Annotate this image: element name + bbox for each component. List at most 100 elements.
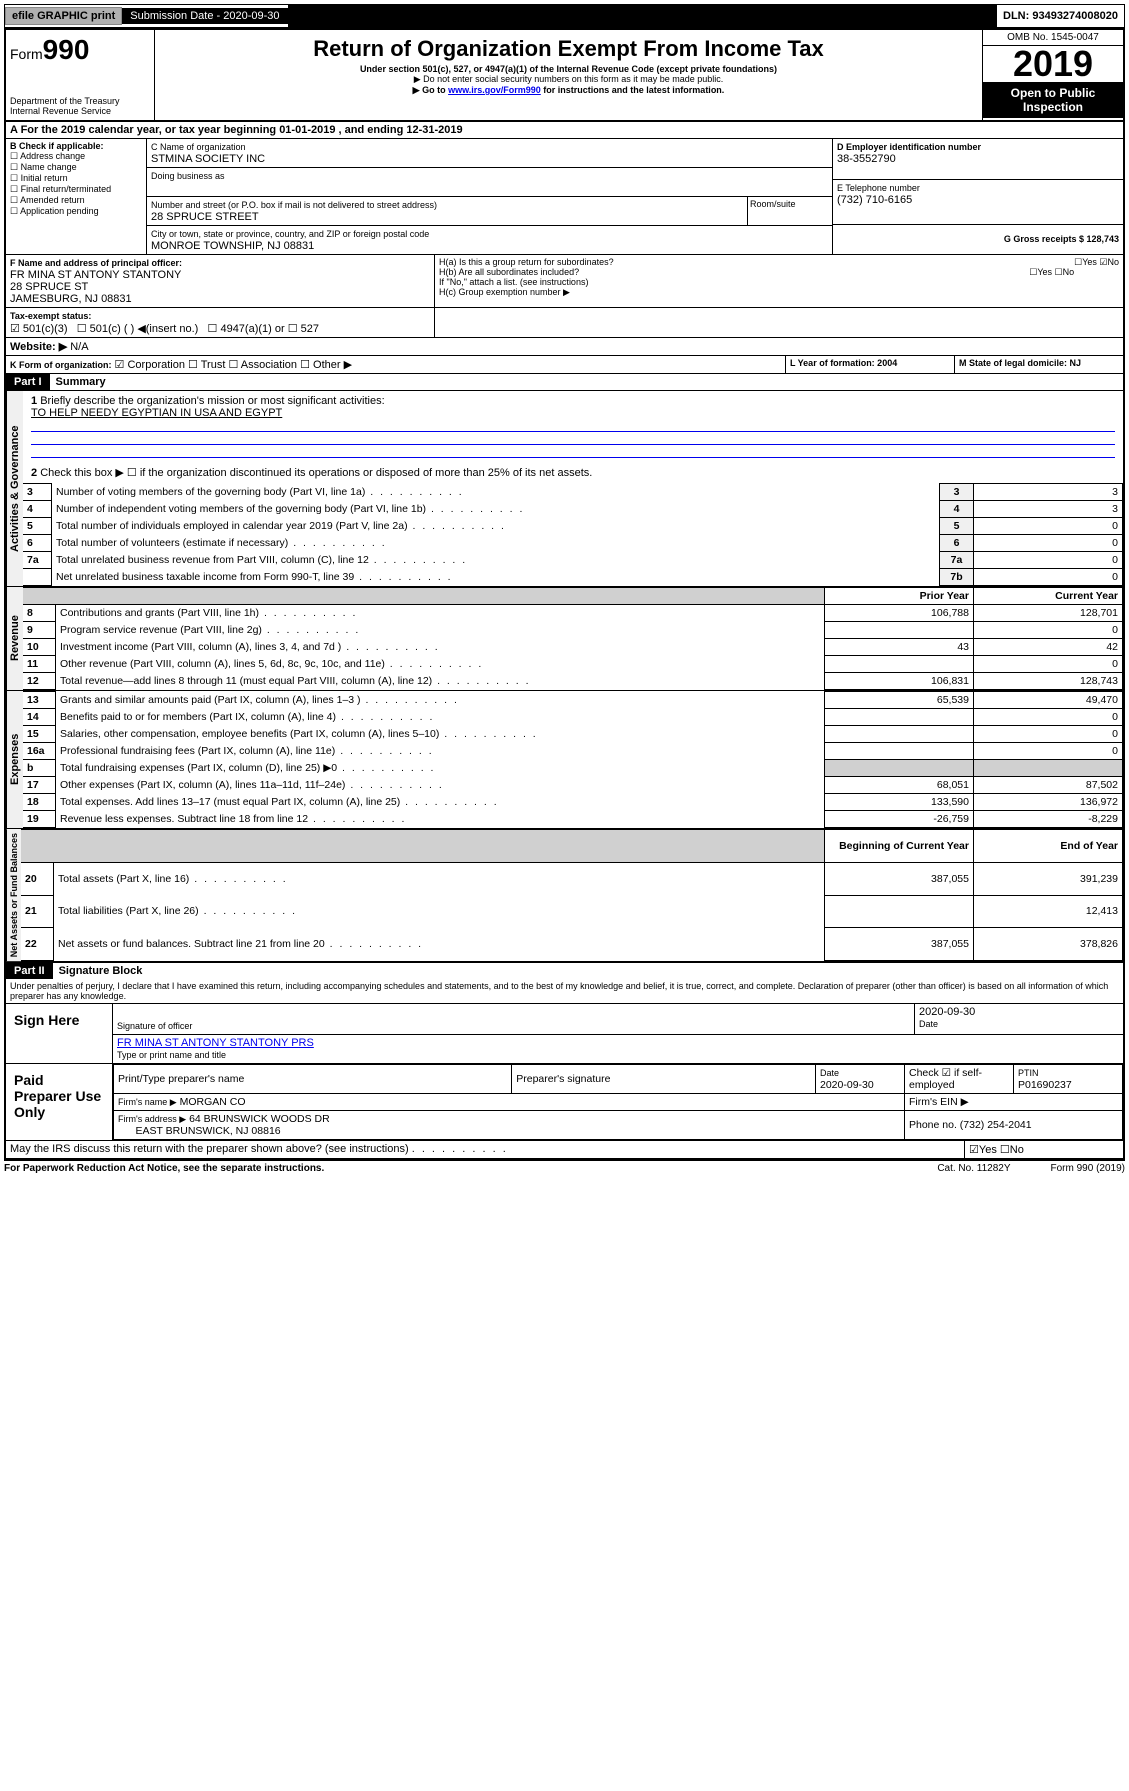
website-label: Website: ▶ [10,341,67,353]
line1-label: Briefly describe the organization's miss… [40,395,384,407]
527: 527 [301,323,319,335]
box-i: Tax-exempt status: ☑ 501(c)(3) ☐ 501(c) … [6,308,435,337]
h-note: If "No," attach a list. (see instruction… [439,277,1119,287]
h-b: H(b) Are all subordinates included? [439,267,579,277]
form-label: Form [10,46,43,62]
officer-name: FR MINA ST ANTONY STANTONY [10,269,181,281]
addr-label: Number and street (or P.O. box if mail i… [151,200,437,210]
sub3-post: for instructions and the latest informat… [541,85,725,95]
no2: No [1063,267,1075,277]
period-line: A For the 2019 calendar year, or tax yea… [6,122,1123,138]
tax-year: 2019 [983,46,1123,82]
discuss-no: No [1010,1144,1024,1156]
firm-name-label: Firm's name ▶ [118,1097,177,1107]
city-label: City or town, state or province, country… [151,229,429,239]
preparer-table: Print/Type preparer's namePreparer's sig… [113,1064,1123,1140]
mission-text: TO HELP NEEDY EGYPTIAN IN USA AND EGYPT [31,407,282,419]
501c3: 501(c)(3) [23,323,68,335]
prep-date-label: Date [820,1068,839,1078]
form-id-box: Form990 Department of the Treasury Inter… [6,30,155,120]
part1-title: Summary [50,374,112,390]
part2-hdr: Part II [6,963,53,979]
ptin-label: PTIN [1018,1068,1039,1078]
box-b: B Check if applicable: ☐ Address change☐… [6,139,147,254]
netassets-table: Beginning of Current YearEnd of Year20To… [21,829,1123,961]
discuss-yes: Yes [979,1144,997,1156]
section-expenses: Expenses [6,691,23,828]
room-label: Room/suite [747,197,832,225]
firm-name: MORGAN CO [180,1096,246,1108]
h-c: H(c) Group exemption number ▶ [439,287,1119,298]
org-name: STMINA SOCIETY INC [151,153,265,165]
submission-date: Submission Date - 2020-09-30 [122,8,287,24]
right-info: D Employer identification number38-35527… [833,139,1123,254]
revenue-table: Prior YearCurrent Year8Contributions and… [23,587,1123,690]
other: Other ▶ [313,359,352,371]
no1: No [1107,257,1119,267]
year-formation: L Year of formation: 2004 [790,358,897,368]
box-b-label: B Check if applicable: [10,141,104,151]
sig-date-label: Date [919,1019,938,1029]
instructions-link[interactable]: www.irs.gov/Form990 [448,85,541,95]
perjury-text: Under penalties of perjury, I declare th… [6,979,1123,1003]
ptin-value: P01690237 [1018,1079,1072,1091]
irs-label: Internal Revenue Service [10,106,150,116]
firm-ein-label: Firm's EIN ▶ [905,1094,1123,1111]
firm-city: EAST BRUNSWICK, NJ 08816 [136,1125,281,1137]
open-public: Open to Public Inspection [983,82,1123,118]
form-title: Return of Organization Exempt From Incom… [159,36,978,62]
header-title-box: Return of Organization Exempt From Incom… [155,30,982,120]
box-c: C Name of organizationSTMINA SOCIETY INC… [147,139,833,254]
website-value: N/A [70,341,88,353]
box-k: K Form of organization: ☑ Corporation ☐ … [6,356,786,373]
box-h: H(a) Is this a group return for subordin… [435,255,1123,307]
h-a: H(a) Is this a group return for subordin… [439,257,614,267]
assoc: Association [241,359,297,371]
phone-label: E Telephone number [837,183,920,193]
officer-label: F Name and address of principal officer: [10,258,182,268]
sig-officer-label: Signature of officer [117,1021,192,1031]
yes2: Yes [1037,267,1052,277]
corp: Corporation [127,359,184,371]
city-state-zip: MONROE TOWNSHIP, NJ 08831 [151,240,314,252]
part2-title: Signature Block [53,963,149,979]
top-bar: efile GRAPHIC print Submission Date - 20… [4,4,1125,28]
street-address: 28 SPRUCE STREET [151,211,259,223]
line2-label: Check this box ▶ ☐ if the organization d… [40,467,592,479]
form-footer: Form 990 (2019) [1051,1163,1125,1174]
ein-value: 38-3552790 [837,153,896,165]
officer-addr: 28 SPRUCE ST [10,281,88,293]
sub3-pre: ▶ Go to [413,85,448,95]
form-body: Form990 Department of the Treasury Inter… [4,28,1125,1161]
firm-addr: 64 BRUNSWICK WOODS DR [189,1113,330,1125]
4947: 4947(a)(1) or [220,323,284,335]
state-domicile: M State of legal domicile: NJ [959,358,1081,368]
pra-notice: For Paperwork Reduction Act Notice, see … [4,1163,324,1174]
form-number: 990 [43,34,90,65]
sig-name-label: Type or print name and title [117,1050,226,1060]
sig-name: FR MINA ST ANTONY STANTONY PRS [117,1037,314,1049]
section-netassets: Net Assets or Fund Balances [6,829,21,961]
section-revenue: Revenue [6,587,23,690]
sig-date: 2020-09-30 [919,1006,975,1018]
self-emp-label: Check ☑ if self-employed [905,1065,1014,1094]
sign-here-label: Sign Here [6,1004,113,1063]
trust: Trust [201,359,226,371]
dln: DLN: 93493274008020 [997,8,1124,24]
box-f: F Name and address of principal officer:… [6,255,435,307]
discuss-label: May the IRS discuss this return with the… [10,1143,409,1155]
expenses-table: 13Grants and similar amounts paid (Part … [23,691,1123,828]
governance-table: 3Number of voting members of the governi… [23,483,1123,586]
form-org-label: K Form of organization: [10,360,112,370]
prep-name-label: Print/Type preparer's name [114,1065,512,1094]
501c: 501(c) ( ) ◀(insert no.) [90,323,199,335]
bar-fill [288,5,998,27]
phone-value: (732) 710-6165 [837,194,912,206]
firm-phone: Phone no. (732) 254-2041 [905,1111,1123,1140]
year-box: OMB No. 1545-0047 2019 Open to Public In… [982,30,1123,120]
section-governance: Activities & Governance [6,391,23,586]
efile-btn[interactable]: efile GRAPHIC print [5,7,122,25]
subtitle-2: ▶ Do not enter social security numbers o… [159,74,978,85]
dba-label: Doing business as [151,171,225,181]
ein-label: D Employer identification number [837,142,981,152]
